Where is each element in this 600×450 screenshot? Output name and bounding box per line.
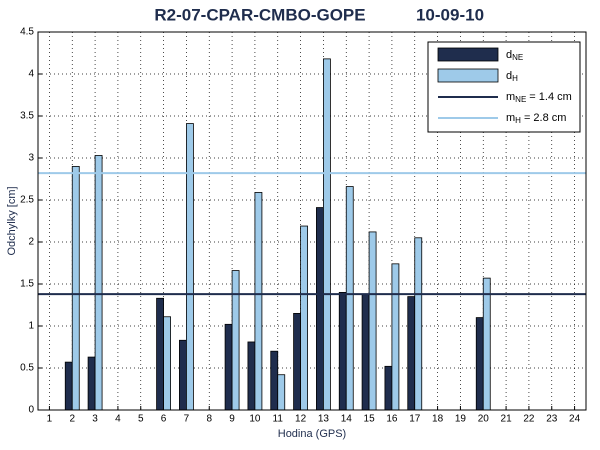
- bar: [345, 186, 354, 411]
- x-tick-label: 15: [364, 414, 376, 425]
- y-tick-label: 3: [28, 153, 34, 164]
- legend-name-sub: NE: [515, 95, 526, 104]
- bar: [156, 297, 164, 411]
- bar: [71, 165, 80, 411]
- bar: [87, 356, 96, 411]
- legend-name: m: [506, 91, 515, 103]
- x-tick-label: 16: [386, 414, 398, 425]
- bar: [293, 312, 301, 411]
- bar: [482, 277, 491, 411]
- x-tick-label: 1: [47, 414, 53, 425]
- x-tick-label: 22: [523, 414, 535, 425]
- x-tick-label: 10: [249, 414, 261, 425]
- bar: [368, 231, 377, 411]
- bar: [300, 225, 308, 411]
- bar: [179, 339, 187, 411]
- y-tick-label: 4.5: [20, 27, 34, 38]
- x-tick-label: 3: [92, 414, 98, 425]
- legend-label: dNE: [506, 49, 523, 62]
- bar: [270, 350, 279, 411]
- bar: [391, 263, 400, 411]
- chart-title: R2-07-CPAR-CMBO-GOPE: [154, 5, 365, 24]
- x-tick-label: 18: [432, 414, 444, 425]
- x-tick-label: 4: [115, 414, 121, 425]
- bar: [414, 237, 423, 411]
- y-tick-label: 2: [28, 237, 34, 248]
- x-tick-label: 11: [273, 414, 284, 425]
- x-tick-label: 19: [455, 414, 467, 425]
- x-tick-label: 23: [546, 414, 558, 425]
- bar: [224, 323, 233, 411]
- legend-name: m: [506, 112, 515, 124]
- x-tick-label: 21: [501, 414, 513, 425]
- x-tick-label: 9: [229, 414, 235, 425]
- x-tick-label: 14: [341, 414, 353, 425]
- y-tick-label: 3.5: [20, 111, 34, 122]
- bar: [186, 123, 194, 411]
- y-tick-label: 2.5: [20, 195, 34, 206]
- legend-label: mNE = 1.4 cm: [506, 91, 572, 104]
- bar: [316, 207, 324, 411]
- legend-swatch: [437, 47, 499, 62]
- bar: [163, 316, 171, 411]
- x-tick-label: 24: [569, 414, 581, 425]
- legend-name-sub: H: [515, 116, 521, 125]
- y-tick-label: 0.5: [20, 363, 34, 374]
- legend-name-sub: NE: [512, 53, 523, 62]
- x-tick-label: 6: [161, 414, 167, 425]
- x-tick-label: 8: [206, 414, 212, 425]
- legend-name: d: [506, 49, 512, 61]
- legend-name: d: [506, 70, 512, 82]
- legend-label: mH = 2.8 cm: [506, 112, 566, 125]
- bar: [361, 293, 370, 411]
- bar: [277, 374, 286, 411]
- y-tick-label: 0: [28, 405, 34, 416]
- plot-frame: [37, 31, 587, 411]
- y-axis-label: Odchylky [cm]: [6, 186, 18, 255]
- x-tick-label: 5: [138, 414, 144, 425]
- x-tick-label: 2: [69, 414, 75, 425]
- x-axis-label: Hodina (GPS): [278, 428, 346, 440]
- legend-label: dH: [506, 70, 518, 83]
- bar: [94, 155, 103, 411]
- bar: [384, 365, 393, 411]
- y-tick-label: 1.5: [20, 279, 34, 290]
- x-tick-label: 12: [295, 414, 307, 425]
- bar: [475, 317, 484, 411]
- legend-value: = 1.4 cm: [529, 91, 572, 103]
- bar: [338, 291, 347, 411]
- bar: [407, 296, 416, 411]
- bar: [247, 341, 256, 411]
- y-tick-label: 4: [28, 69, 34, 80]
- x-tick-label: 7: [184, 414, 190, 425]
- legend-value: = 2.8 cm: [524, 112, 567, 124]
- x-tick-label: 20: [478, 414, 490, 425]
- bar: [64, 361, 73, 411]
- legend-swatch: [437, 68, 499, 83]
- chart-subtitle: 10-09-10: [416, 5, 484, 24]
- x-tick-label: 17: [409, 414, 421, 425]
- bar: [323, 58, 331, 411]
- x-tick-label: 13: [318, 414, 330, 425]
- bar: [254, 192, 263, 411]
- y-tick-label: 1: [28, 321, 34, 332]
- bar: [231, 270, 240, 411]
- legend-name-sub: H: [512, 74, 518, 83]
